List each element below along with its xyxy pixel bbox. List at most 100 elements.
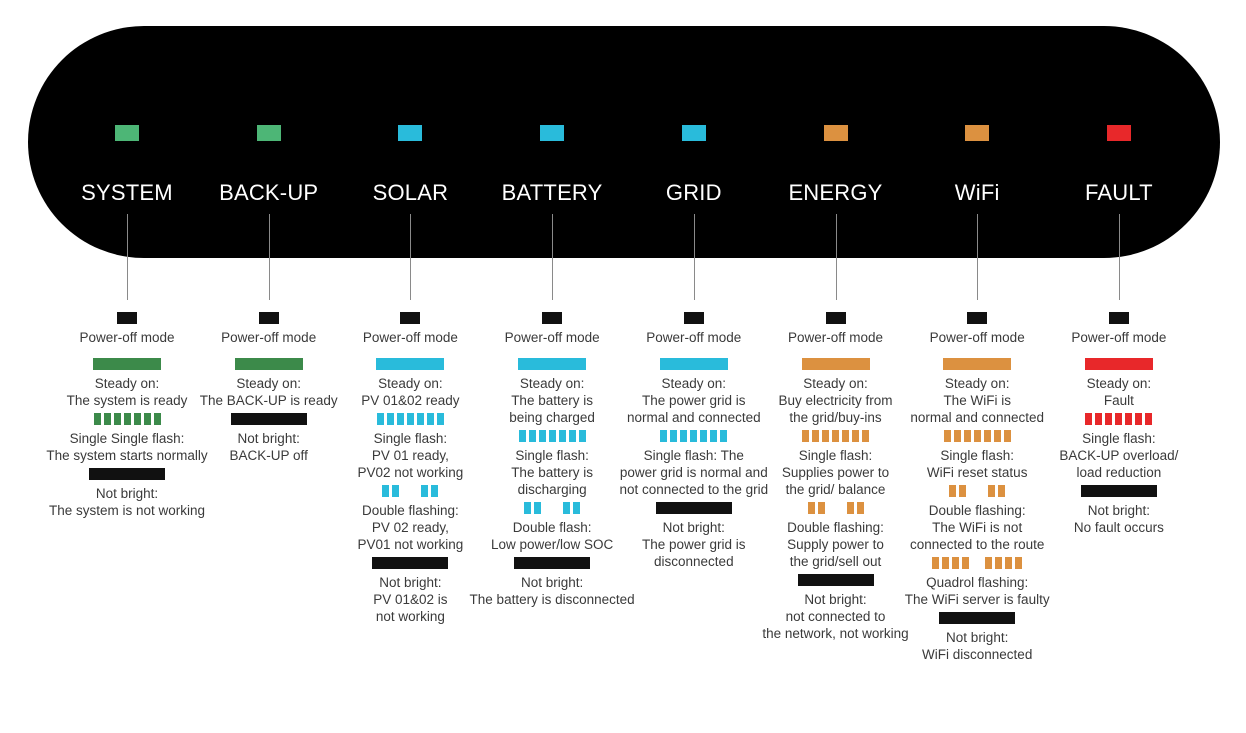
indicator-segment — [230, 413, 307, 425]
led-pattern-steady — [887, 358, 1067, 370]
led-pattern-quad — [887, 557, 1067, 569]
state-description: Steady on: The system is ready — [37, 375, 217, 409]
state-description: Single Single flash: The system starts no… — [37, 430, 217, 464]
indicator-segment — [133, 413, 141, 425]
indicator-segment — [962, 557, 970, 569]
description-line: Power-off mode — [362, 330, 458, 345]
indicator-segment — [542, 312, 563, 324]
state-description: Steady on: The power grid is normal and co… — [604, 375, 784, 426]
indicator-segment — [825, 312, 846, 324]
indicator-name: ENERGY — [788, 180, 883, 205]
indicator-segment — [932, 557, 940, 569]
indicator-segment — [93, 413, 101, 425]
state-description: Not bright: WiFi disconnected — [887, 629, 1067, 663]
indicator-segment — [1145, 413, 1153, 425]
state-off: Not bright: WiFi disconnected — [887, 612, 1067, 663]
state-steady: Steady on: The WiFi is normal and connecte… — [887, 358, 1067, 426]
led-pattern-single — [887, 430, 1067, 442]
description-line: Single flash: — [373, 431, 448, 446]
indicator-segment — [568, 430, 576, 442]
indicator-column-grid: GRID Power-off mode Steady on: The power gr… — [604, 0, 784, 733]
description-line: The system is ready — [66, 393, 188, 408]
description-line: Fault — [1103, 393, 1134, 408]
indicator-segment — [942, 557, 950, 569]
led-pattern-single — [37, 413, 217, 425]
led-pattern-off — [179, 413, 359, 425]
description-line: PV 02 ready, — [371, 520, 449, 535]
indicator-segment — [1135, 413, 1143, 425]
state-small: Power-off mode — [37, 312, 217, 346]
status-led — [115, 125, 139, 141]
indicator-column-battery: BATTERY Power-off mode Steady on: The batte… — [462, 0, 642, 733]
indicator-segment — [396, 413, 404, 425]
state-description: Double flashing: The WiFi is not connected… — [887, 502, 1067, 553]
led-pattern-single — [462, 430, 642, 442]
indicator-segment — [534, 502, 542, 514]
description-line: Double flash: — [512, 520, 592, 535]
state-small: Power-off mode — [462, 312, 642, 346]
indicator-segment — [973, 430, 981, 442]
state-double: Double flashing: PV 02 ready, PV01 not wor… — [320, 485, 500, 553]
led-pattern-double — [887, 485, 1067, 497]
indicator-segment — [426, 413, 434, 425]
state-description: Steady on: Fault — [1029, 375, 1209, 409]
state-steady: Steady on: The BACK-UP is ready — [179, 358, 359, 409]
description-line: Single flash: — [1082, 431, 1156, 446]
indicator-name: SYSTEM — [81, 180, 173, 205]
indicator-segment — [1084, 358, 1153, 370]
status-led — [681, 125, 706, 141]
description-line: Power-off mode — [504, 330, 600, 345]
led-indicator-panel — [28, 26, 1220, 258]
indicator-name: SOLAR — [372, 180, 449, 205]
indicator-name: BACK-UP — [219, 180, 319, 205]
indicator-segment — [1115, 413, 1123, 425]
indicator-segment — [807, 502, 815, 514]
indicator-segment — [660, 430, 668, 442]
status-led — [540, 125, 565, 141]
indicator-segment — [421, 485, 429, 497]
indicator-name: WiFi — [954, 180, 1000, 205]
state-off: Not bright: No fault occurs — [1029, 485, 1209, 536]
indicator-segment — [846, 502, 854, 514]
description-line: disconnected — [654, 554, 734, 569]
state-description: Not bright: not connected to the network, … — [746, 591, 926, 642]
description-line: PV02 not working — [357, 465, 464, 480]
indicator-segment — [963, 430, 971, 442]
state-description: Steady on: The WiFi is normal and connecte… — [887, 375, 1067, 426]
indicator-segment — [382, 485, 390, 497]
state-description: Single flash: PV 01 ready, PV02 not workin… — [320, 430, 500, 481]
state-single: Single flash: PV 01 ready, PV02 not workin… — [320, 413, 500, 481]
power-off-indicator — [179, 312, 359, 324]
indicator-segment — [406, 413, 414, 425]
description-line: PV01 not working — [357, 537, 464, 552]
description-line: Single flash: — [515, 448, 589, 463]
led-pattern-off — [887, 612, 1067, 624]
status-led — [965, 125, 990, 141]
description-line: Quadrol flashing: — [926, 575, 1029, 590]
indicator-segment — [993, 430, 1001, 442]
state-description: Single flash: Supplies power to the grid/ … — [746, 447, 926, 498]
led-pattern-single — [1029, 413, 1209, 425]
description-line: The WiFi server is faulty — [904, 592, 1050, 607]
description-line: Not bright: — [95, 486, 159, 501]
description-line: Supply power to — [787, 537, 884, 552]
connector-line — [1118, 214, 1120, 300]
description-line: normal and connected — [627, 410, 761, 425]
description-line: Steady on: — [378, 376, 443, 391]
state-single: Single flash: BACK-UP overload/load reduc… — [1029, 413, 1209, 481]
description-line: The battery is — [511, 465, 593, 480]
led-pattern-single — [746, 430, 926, 442]
indicator-segment — [939, 612, 1016, 624]
led-pattern-single — [320, 413, 500, 425]
indicator-column-back-up: BACK-UP Power-off mode Steady on: The BACK-… — [179, 0, 359, 733]
state-steady: Steady on: The system is ready — [37, 358, 217, 409]
indicator-segment — [988, 485, 996, 497]
state-small: Power-off mode — [887, 312, 1067, 346]
indicator-segment — [558, 430, 566, 442]
state-single: Single flash: WiFi reset status — [887, 430, 1067, 481]
state-description: Not bright: PV 01&02 is not working — [320, 574, 500, 625]
led-pattern-single — [604, 430, 784, 442]
state-steady: Steady on: The battery is being charged — [462, 358, 642, 426]
description-line: Not bright: — [1087, 503, 1151, 518]
indicator-segment — [801, 358, 870, 370]
